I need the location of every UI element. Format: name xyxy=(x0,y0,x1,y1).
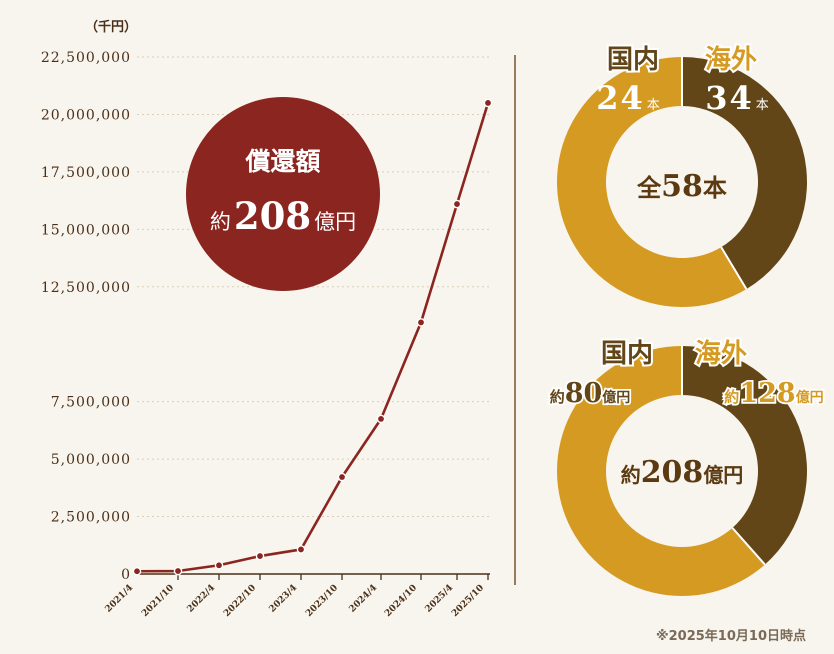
badge-amount: 約208 億円 xyxy=(210,194,356,238)
data-points xyxy=(132,98,493,576)
donut-slice-domestic xyxy=(682,346,808,565)
donut1-center-number: 58 xyxy=(661,169,703,204)
donut2-center-number: 208 xyxy=(641,455,704,490)
x-tick-label: 2024/10 xyxy=(383,583,419,619)
y-axis-unit-label: （千円） xyxy=(85,19,137,35)
data-point xyxy=(132,566,142,576)
data-point xyxy=(416,318,426,327)
donut2-domestic-value: 約80億円 xyxy=(550,378,631,409)
donut2-domestic-prefix: 約 xyxy=(550,388,565,406)
x-tick-label: 2022/10 xyxy=(222,583,258,619)
donut2-overseas-unit: 億円 xyxy=(796,389,824,406)
donut1-center-prefix: 全 xyxy=(636,174,662,202)
donut1-overseas-unit: 本 xyxy=(756,98,769,113)
donut2-domestic-unit: 億円 xyxy=(602,389,630,406)
donut1-overseas-value: 34 本 xyxy=(705,79,769,117)
donut1-domestic-unit: 本 xyxy=(647,98,660,113)
redemption-badge: 償還額 約208 億円 xyxy=(186,97,380,291)
data-point xyxy=(255,551,265,561)
donut-divider xyxy=(731,527,766,566)
donut1-domestic-value: 24 本 xyxy=(596,79,660,117)
data-point xyxy=(337,472,347,482)
donut2-overseas-prefix: 約 xyxy=(724,388,739,406)
donut-slice-domestic xyxy=(682,57,807,290)
y-tick-label: 17,500,000 xyxy=(41,165,131,181)
x-tick-label: 2023/10 xyxy=(304,583,340,619)
data-point xyxy=(452,199,462,209)
x-tick-label: 2021/10 xyxy=(140,583,176,619)
donut-chart-amount xyxy=(557,346,808,596)
y-tick-label: 22,500,000 xyxy=(41,50,131,66)
x-tick-label: 2025/10 xyxy=(450,583,486,619)
donut-divider xyxy=(720,246,748,290)
x-tick-label: 2022/4 xyxy=(186,583,218,615)
series-line xyxy=(136,102,490,573)
donut2-center-unit: 億円 xyxy=(703,463,743,487)
x-tick-label: 2023/4 xyxy=(268,583,300,615)
donut1-domestic-label: 国内 xyxy=(607,45,659,75)
donut1-domestic-number: 24 xyxy=(596,79,645,117)
donut1-center-label: 全58本 xyxy=(636,169,727,204)
x-tick-label: 2021/4 xyxy=(104,583,136,615)
donut1-overseas-label: 海外 xyxy=(705,45,757,75)
donut2-center-label: 約208億円 xyxy=(621,455,744,490)
donut2-domestic-label: 国内 xyxy=(601,339,653,369)
footnote: ※2025年10月10日時点 xyxy=(656,628,806,644)
x-tick-label: 2025/4 xyxy=(424,583,456,615)
donut2-overseas-value: 約128億円 xyxy=(724,378,823,409)
donut1-overseas-number: 34 xyxy=(705,79,754,117)
badge-circle xyxy=(186,97,380,291)
donut-chart-count xyxy=(557,57,807,307)
y-tick-label: 2,500,000 xyxy=(51,510,131,526)
donut-slice-overseas xyxy=(557,346,765,596)
data-point xyxy=(173,566,183,576)
data-point xyxy=(296,545,306,554)
x-axis-ticks: 2021/4 2021/10 2022/4 2022/10 2023/4 2023/10 2… xyxy=(104,574,489,619)
y-tick-label: 20,000,000 xyxy=(41,107,131,123)
data-point xyxy=(214,560,224,570)
x-tick-label: 2024/4 xyxy=(348,583,380,615)
y-tick-label: 7,500,000 xyxy=(51,395,131,411)
donut2-overseas-number: 128 xyxy=(739,378,795,409)
donut-slice-overseas xyxy=(557,57,747,307)
donut2-overseas-label: 海外 xyxy=(695,339,747,369)
badge-number: 208 xyxy=(234,194,311,238)
donut2-domestic-number: 80 xyxy=(565,378,603,409)
y-tick-label: 0 xyxy=(121,567,131,583)
donut1-center-unit: 本 xyxy=(703,174,727,202)
y-axis-ticks: 0 2,500,000 5,000,000 7,500,000 12,500,000 15… xyxy=(41,50,131,583)
y-tick-label: 12,500,000 xyxy=(41,280,131,296)
donut2-center-prefix: 約 xyxy=(621,463,641,487)
data-point xyxy=(376,414,386,424)
data-point xyxy=(483,98,493,108)
badge-unit: 億円 xyxy=(314,210,356,234)
badge-prefix: 約 xyxy=(210,210,231,234)
badge-title: 償還額 xyxy=(244,147,320,176)
y-tick-label: 5,000,000 xyxy=(51,452,131,468)
y-tick-label: 15,000,000 xyxy=(41,222,131,238)
